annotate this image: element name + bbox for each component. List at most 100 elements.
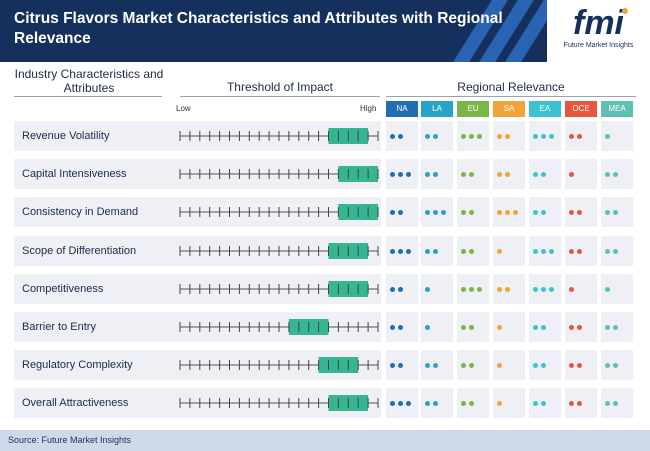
logo-wordmark: fmi xyxy=(573,6,626,38)
threshold-header: Threshold of Impact xyxy=(226,80,334,94)
relevance-dot xyxy=(406,248,411,254)
relevance-dot xyxy=(398,324,403,330)
threshold-underline xyxy=(180,96,380,97)
relevance-dots xyxy=(497,159,510,189)
relevance-dots xyxy=(390,197,403,227)
relevance-dot xyxy=(390,286,395,292)
relevance-dots xyxy=(569,159,574,189)
relevance-dot xyxy=(549,248,554,254)
region-header-sa: SA xyxy=(493,101,525,117)
relevance-dots xyxy=(497,274,510,304)
relevance-dot xyxy=(497,133,502,139)
relevance-dot xyxy=(461,248,466,254)
relevance-dot xyxy=(398,362,403,368)
relevance-dot xyxy=(398,248,403,254)
relevance-dot xyxy=(497,324,502,330)
relevance-dot xyxy=(605,248,610,254)
relevance-dots xyxy=(390,274,403,304)
relevance-dots xyxy=(533,236,554,266)
relevance-dot xyxy=(390,248,395,254)
relevance-dot xyxy=(533,324,538,330)
relevance-dot xyxy=(569,171,574,177)
characteristics-header: Industry Characteristics and Attributes xyxy=(14,67,164,95)
relevance-dot xyxy=(569,362,574,368)
relevance-dots xyxy=(390,350,403,380)
relevance-dot xyxy=(605,286,610,292)
relevance-dot xyxy=(461,171,466,177)
relevance-dots xyxy=(569,388,582,418)
relevance-dot xyxy=(569,209,574,215)
low-label: Low xyxy=(176,104,191,113)
relevance-dot xyxy=(533,362,538,368)
relevance-dot xyxy=(613,171,618,177)
relevance-dot xyxy=(613,400,618,406)
relevance-dots xyxy=(390,312,403,342)
logo: fmi Future Market Insights xyxy=(547,0,650,62)
relevance-dot xyxy=(433,400,438,406)
relevance-dots xyxy=(605,388,618,418)
relevance-dot xyxy=(461,324,466,330)
relevance-dot xyxy=(398,400,403,406)
relevance-dot xyxy=(533,286,538,292)
high-label: High xyxy=(360,104,377,113)
impact-scale xyxy=(179,204,379,220)
relevance-dot xyxy=(533,209,538,215)
region-header-mea: MEA xyxy=(601,101,633,117)
relevance-dots xyxy=(461,197,474,227)
relevance-dot xyxy=(505,209,510,215)
relevance-dots xyxy=(497,350,502,380)
relevance-dot xyxy=(613,248,618,254)
relevance-dot xyxy=(505,286,510,292)
relevance-dots xyxy=(461,274,482,304)
relevance-dots xyxy=(569,274,574,304)
relevance-dot xyxy=(433,209,438,215)
relevance-dot xyxy=(541,324,546,330)
relevance-dots xyxy=(461,236,474,266)
logo-dot-icon xyxy=(622,8,628,14)
relevance-dot xyxy=(513,209,518,215)
relevance-dots xyxy=(533,350,546,380)
relevance-dot xyxy=(505,171,510,177)
relevance-dot xyxy=(577,324,582,330)
relevance-dot xyxy=(505,133,510,139)
relevance-dot xyxy=(541,209,546,215)
relevance-dots xyxy=(497,121,510,151)
row-label: Revenue Volatility xyxy=(22,130,110,142)
relevance-dots xyxy=(605,274,610,304)
relevance-dot xyxy=(613,324,618,330)
header-banner: Citrus Flavors Market Characteristics an… xyxy=(0,0,650,62)
relevance-dot xyxy=(497,362,502,368)
relevance-dots xyxy=(425,350,438,380)
relevance-dot xyxy=(398,209,403,215)
relevance-dot xyxy=(541,248,546,254)
relevance-dot xyxy=(433,133,438,139)
relevance-dots xyxy=(569,197,582,227)
relevance-dot xyxy=(613,362,618,368)
relevance-dot xyxy=(461,362,466,368)
relevance-dots xyxy=(425,159,438,189)
relevance-dots xyxy=(390,388,411,418)
relevance-dots xyxy=(533,121,554,151)
relevance-dot xyxy=(425,362,430,368)
row-label: Regulatory Complexity xyxy=(22,359,133,371)
relevance-dot xyxy=(577,400,582,406)
relevance-dot xyxy=(477,133,482,139)
relevance-dots xyxy=(425,236,438,266)
row-label: Capital Intensiveness xyxy=(22,168,127,180)
relevance-dots xyxy=(497,236,502,266)
relevance-dot xyxy=(425,286,430,292)
relevance-dot xyxy=(433,171,438,177)
relevance-dot xyxy=(497,209,502,215)
relevance-dots xyxy=(461,159,474,189)
region-header-eu: EU xyxy=(457,101,489,117)
relevance-dot xyxy=(469,248,474,254)
relevance-dot xyxy=(605,209,610,215)
relevance-dot xyxy=(497,171,502,177)
relevance-dot xyxy=(398,171,403,177)
relevance-dots xyxy=(390,121,403,151)
relevance-dot xyxy=(605,171,610,177)
relevance-dots xyxy=(497,312,502,342)
relevance-dot xyxy=(569,248,574,254)
relevance-dot xyxy=(425,171,430,177)
relevance-dot xyxy=(398,133,403,139)
